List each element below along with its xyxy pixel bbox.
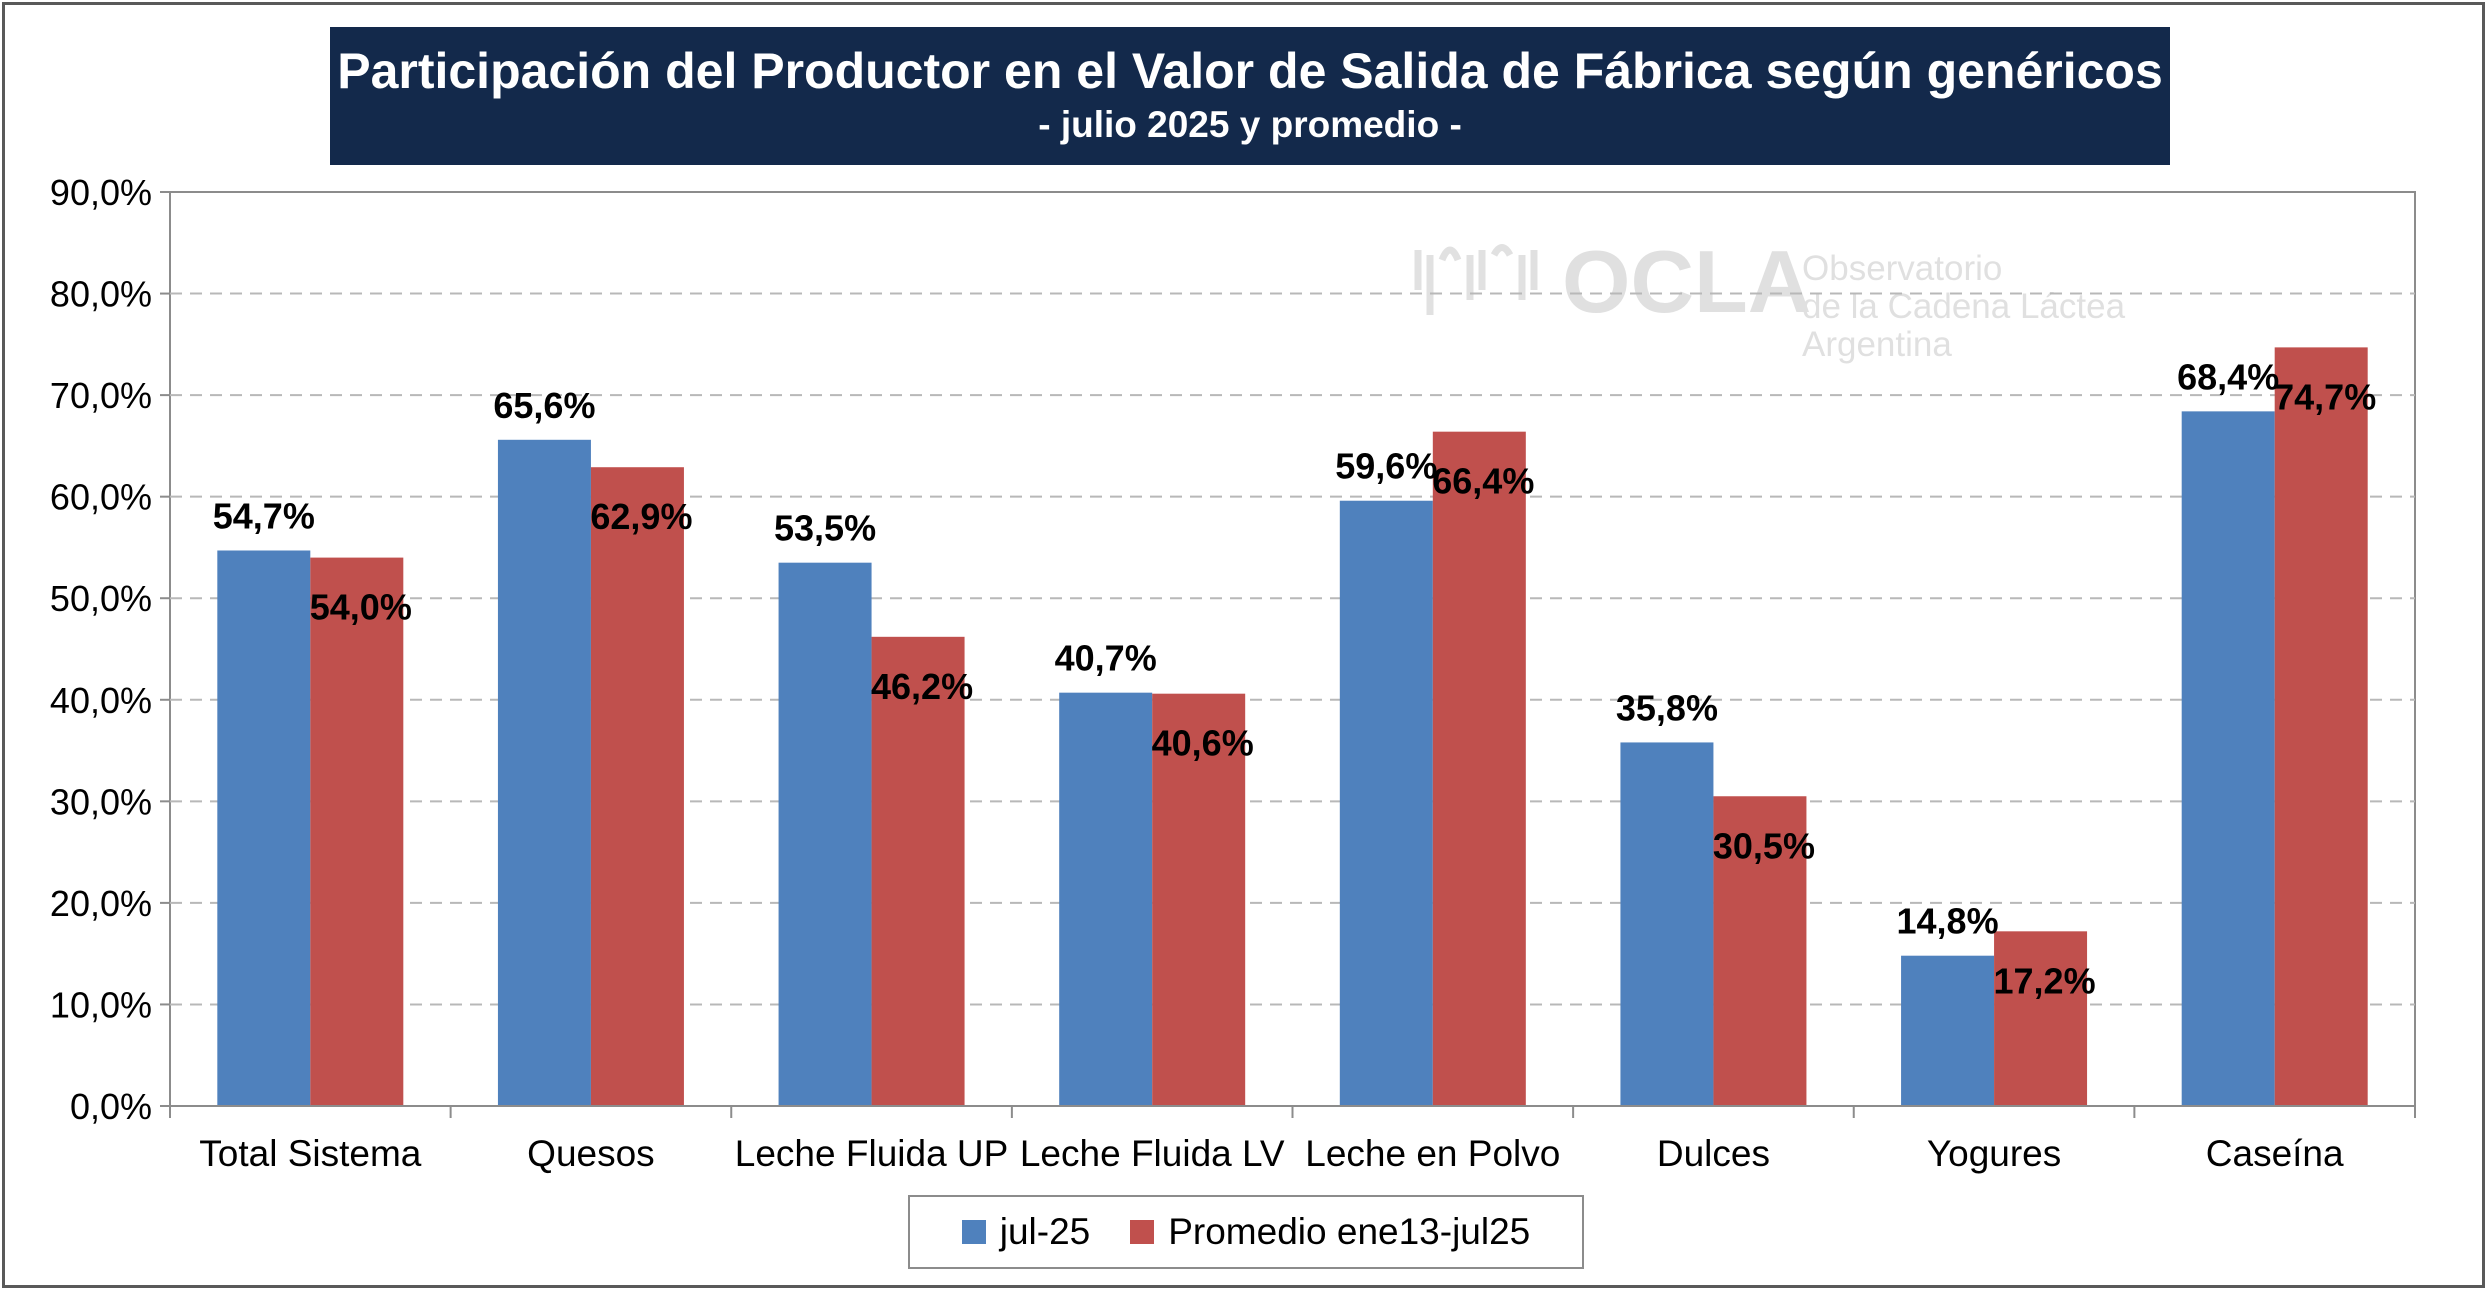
chart-legend: jul-25 Promedio ene13-jul25 (908, 1195, 1584, 1269)
data-label-promedio: 74,7% (2274, 376, 2376, 417)
bar-promedio (1713, 796, 1807, 1106)
x-tick-label: Total Sistema (199, 1133, 422, 1174)
bar-promedio (2274, 347, 2368, 1106)
x-tick-label: Leche en Polvo (1305, 1133, 1560, 1174)
bar-jul25 (1339, 500, 1433, 1106)
y-tick-label: 10,0% (50, 984, 152, 1025)
legend-label-jul25: jul-25 (999, 1211, 1091, 1252)
bar-promedio (1994, 931, 2088, 1106)
y-tick-label: 50,0% (50, 578, 152, 619)
bar-promedio (1432, 431, 1526, 1106)
x-tick-label: Caseína (2206, 1133, 2344, 1174)
chart-title: Participación del Productor en el Valor … (337, 43, 2163, 99)
y-tick-label: 20,0% (50, 883, 152, 924)
data-label-jul25: 54,7% (213, 495, 315, 536)
ocla-watermark: OCLA Observatorio de la Cadena Láctea Ar… (1414, 232, 2126, 364)
y-tick-label: 90,0% (50, 172, 152, 213)
data-label-promedio: 54,0% (310, 587, 412, 628)
watermark-line3: Argentina (1802, 325, 1952, 364)
wave-logo-icon (1414, 244, 1538, 315)
bar-jul25 (1620, 742, 1714, 1106)
bar-jul25 (2181, 411, 2275, 1106)
x-tick-label: Yogures (1927, 1133, 2061, 1174)
y-tick-label: 0,0% (70, 1086, 152, 1127)
chart-subtitle: - julio 2025 y promedio - (1038, 104, 1462, 145)
data-label-promedio: 66,4% (1432, 461, 1534, 502)
legend-item-promedio: Promedio ene13-jul25 (1130, 1211, 1530, 1253)
data-label-jul25: 53,5% (774, 508, 876, 549)
data-label-jul25: 59,6% (1335, 446, 1437, 487)
x-tick-label: Leche Fluida UP (735, 1133, 1009, 1174)
bar-promedio (1152, 693, 1246, 1106)
data-label-jul25: 68,4% (2177, 356, 2279, 397)
y-tick-label: 60,0% (50, 477, 152, 518)
watermark-name: OCLA (1562, 232, 1811, 331)
y-tick-label: 80,0% (50, 274, 152, 315)
x-tick-label: Dulces (1657, 1133, 1770, 1174)
legend-swatch-jul25 (961, 1220, 986, 1244)
chart-title-box: Participación del Productor en el Valor … (330, 27, 2170, 165)
data-label-jul25: 40,7% (1055, 638, 1157, 679)
legend-label-promedio: Promedio ene13-jul25 (1168, 1211, 1531, 1252)
watermark-line1: Observatorio (1802, 249, 2002, 288)
bar-promedio (590, 467, 684, 1106)
data-label-promedio: 46,2% (871, 666, 973, 707)
bar-jul25 (1059, 692, 1153, 1106)
bar-promedio (310, 557, 404, 1106)
data-label-jul25: 65,6% (493, 385, 595, 426)
data-label-jul25: 35,8% (1616, 687, 1718, 728)
bar-jul25 (778, 562, 872, 1106)
bar-promedio (871, 636, 965, 1106)
bar-jul25 (497, 439, 591, 1107)
data-label-jul25: 14,8% (1897, 901, 1999, 942)
bar-jul25 (1901, 955, 1995, 1106)
data-label-promedio: 62,9% (590, 496, 692, 537)
y-tick-label: 70,0% (50, 375, 152, 416)
y-tick-label: 40,0% (50, 680, 152, 721)
bar-jul25 (217, 550, 311, 1106)
y-tick-label: 30,0% (50, 781, 152, 822)
legend-item-jul25: jul-25 (961, 1211, 1091, 1253)
data-label-promedio: 40,6% (1152, 723, 1254, 764)
data-label-promedio: 30,5% (1713, 825, 1815, 866)
x-tick-label: Quesos (527, 1133, 655, 1174)
data-label-promedio: 17,2% (1994, 960, 2096, 1001)
x-tick-label: Leche Fluida LV (1020, 1133, 1285, 1174)
legend-swatch-promedio (1130, 1220, 1155, 1244)
